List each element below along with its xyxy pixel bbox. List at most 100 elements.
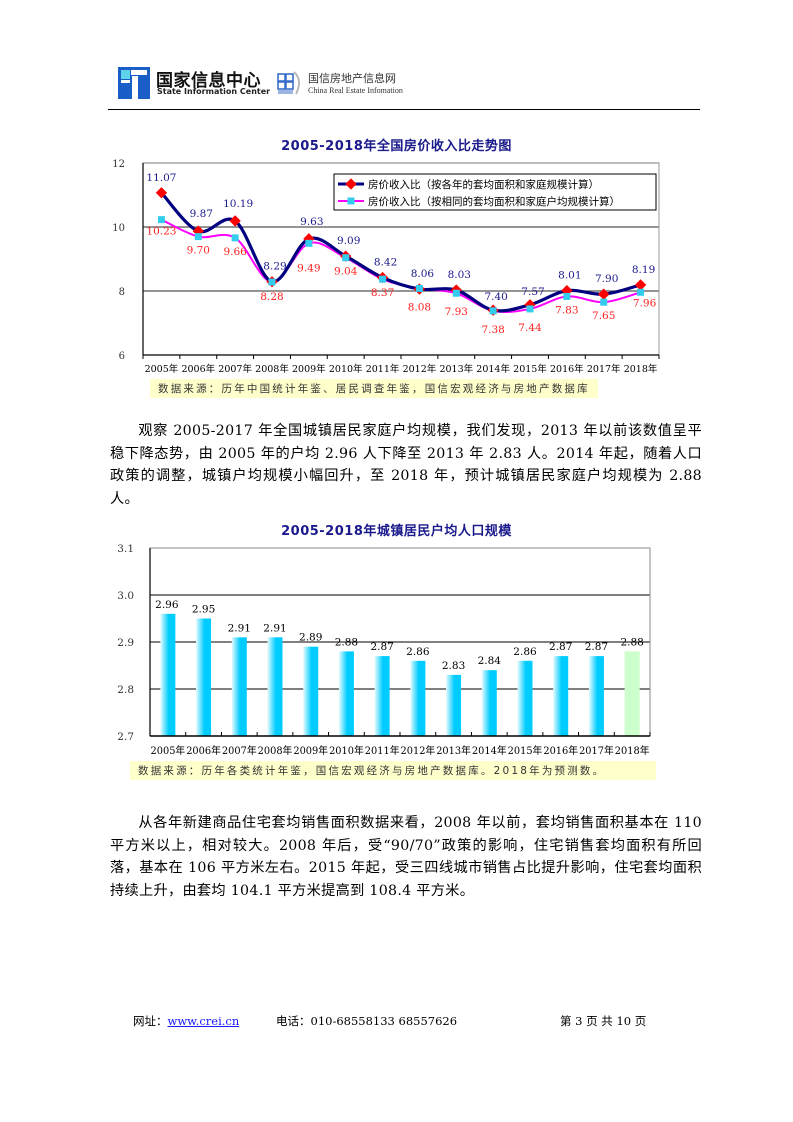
- svg-text:2.88: 2.88: [620, 636, 643, 648]
- svg-text:9.63: 9.63: [300, 216, 323, 228]
- svg-text:8.28: 8.28: [260, 291, 283, 303]
- svg-text:房价收入比（按各年的套均面积和家庭规模计算）: 房价收入比（按各年的套均面积和家庭规模计算）: [368, 178, 599, 191]
- svg-text:2016年: 2016年: [550, 363, 584, 375]
- footer-phone: 电话：010-68558133 68557626: [276, 1013, 457, 1029]
- svg-text:2.96: 2.96: [155, 599, 179, 611]
- svg-text:8.06: 8.06: [411, 268, 435, 280]
- svg-text:8.42: 8.42: [374, 257, 397, 269]
- header-divider: [108, 109, 700, 110]
- svg-text:2.89: 2.89: [299, 632, 322, 644]
- svg-text:2015年: 2015年: [508, 744, 543, 757]
- svg-text:2014年: 2014年: [476, 363, 510, 375]
- svg-text:9.70: 9.70: [187, 245, 210, 257]
- svg-text:2.91: 2.91: [263, 622, 286, 634]
- chart2-source: 数据来源：历年各类统计年鉴，国信宏观经济与房地产数据库。2018年为预测数。: [130, 761, 656, 780]
- svg-text:9.87: 9.87: [190, 208, 213, 220]
- svg-text:6: 6: [119, 351, 125, 362]
- svg-text:12: 12: [112, 159, 125, 170]
- svg-text:房价收入比（按相同的套均面积和家庭户均规模计算）: 房价收入比（按相同的套均面积和家庭户均规模计算）: [368, 195, 620, 208]
- svg-text:2.8: 2.8: [117, 684, 134, 696]
- svg-text:2018年: 2018年: [615, 744, 650, 757]
- svg-text:2011年: 2011年: [366, 363, 400, 375]
- crei-name-en: China Real Estate Infomation: [308, 86, 403, 95]
- svg-text:7.83: 7.83: [555, 304, 578, 316]
- svg-text:2011年: 2011年: [365, 744, 400, 757]
- svg-text:2.87: 2.87: [370, 641, 393, 653]
- svg-text:8.03: 8.03: [448, 269, 471, 281]
- svg-text:2013年: 2013年: [436, 744, 471, 757]
- price-income-ratio-line-chart: 6 8 10 12 2005年 2006年 2007年 2008年 2009年 2010年 2011…: [112, 159, 660, 375]
- svg-text:7.38: 7.38: [481, 324, 504, 336]
- svg-text:9.49: 9.49: [297, 262, 320, 274]
- svg-text:10.19: 10.19: [223, 198, 253, 210]
- svg-text:7.40: 7.40: [484, 291, 507, 303]
- svg-text:10: 10: [112, 223, 125, 234]
- svg-text:2.88: 2.88: [335, 636, 358, 648]
- svg-text:3.1: 3.1: [117, 543, 134, 555]
- chart2-title: 2005-2018年城镇居民户均人口规模: [281, 524, 512, 539]
- svg-text:7.65: 7.65: [592, 310, 615, 322]
- svg-text:2005年: 2005年: [145, 363, 179, 375]
- svg-text:7.44: 7.44: [518, 322, 542, 334]
- svg-text:2012年: 2012年: [401, 744, 436, 757]
- svg-text:2.87: 2.87: [549, 641, 572, 653]
- svg-text:2008年: 2008年: [258, 744, 293, 757]
- svg-text:8.08: 8.08: [408, 301, 431, 313]
- svg-text:2016年: 2016年: [543, 744, 578, 757]
- svg-text:2010年: 2010年: [329, 363, 363, 375]
- svg-text:2009年: 2009年: [292, 363, 326, 375]
- svg-text:2015年: 2015年: [513, 363, 547, 375]
- svg-text:2.86: 2.86: [513, 646, 537, 658]
- svg-text:2017年: 2017年: [579, 744, 614, 757]
- svg-text:8.19: 8.19: [632, 264, 655, 276]
- svg-text:2.83: 2.83: [442, 660, 465, 672]
- svg-text:2006年: 2006年: [181, 363, 215, 375]
- footer-website: 网址：www.crei.cn: [133, 1013, 239, 1029]
- state-information-center-logo-icon: [118, 67, 150, 99]
- household-size-bar-chart: 2.7 2.8 2.9 3.0 3.1 2.96 2.95 2.91 2.91 2.89 2.88 2…: [117, 543, 651, 757]
- svg-text:2006年: 2006年: [186, 744, 221, 757]
- svg-text:2.86: 2.86: [406, 646, 430, 658]
- svg-text:2013年: 2013年: [439, 363, 473, 375]
- phone-label: 电话：: [276, 1014, 311, 1028]
- svg-text:2.95: 2.95: [192, 604, 215, 616]
- svg-text:2.91: 2.91: [228, 622, 251, 634]
- svg-text:2005年: 2005年: [151, 744, 186, 757]
- svg-text:7.96: 7.96: [633, 297, 657, 309]
- svg-text:2017年: 2017年: [587, 363, 621, 375]
- svg-text:9.66: 9.66: [223, 246, 247, 258]
- org-name-cn: 国家信息中心: [156, 71, 261, 91]
- website-label: 网址：: [133, 1014, 168, 1028]
- svg-text:7.57: 7.57: [521, 286, 544, 298]
- svg-text:2012年: 2012年: [403, 363, 437, 375]
- svg-text:2.9: 2.9: [117, 637, 134, 649]
- svg-text:8.01: 8.01: [558, 270, 581, 282]
- paragraph-household-size: 观察 2005-2017 年全国城镇居民家庭户均规模，我们发现，2013 年以前…: [110, 423, 702, 507]
- svg-text:7.90: 7.90: [595, 273, 618, 285]
- svg-text:11.07: 11.07: [146, 172, 176, 184]
- svg-text:2014年: 2014年: [472, 744, 507, 757]
- svg-text:2.87: 2.87: [585, 641, 608, 653]
- chart1-source: 数据来源：历年中国统计年鉴、居民调查年鉴，国信宏观经济与房地产数据库: [150, 379, 598, 398]
- paragraph-unit-area: 从各年新建商品住宅套均销售面积数据来看，2008 年以前，套均销售面积基本在 1…: [110, 815, 702, 899]
- svg-text:8.29: 8.29: [263, 261, 286, 273]
- svg-text:9.04: 9.04: [334, 266, 358, 278]
- svg-text:2010年: 2010年: [329, 744, 364, 757]
- crei-name-cn: 国信房地产信息网: [308, 72, 396, 85]
- svg-text:2018年: 2018年: [624, 363, 658, 375]
- crei-logo-icon: [277, 71, 300, 95]
- svg-text:2007年: 2007年: [222, 744, 257, 757]
- svg-text:8.37: 8.37: [371, 287, 394, 299]
- svg-text:10.23: 10.23: [146, 226, 176, 238]
- svg-text:2.84: 2.84: [478, 655, 502, 667]
- phone-number: 010-68558133 68557626: [310, 1014, 458, 1028]
- svg-text:8: 8: [119, 287, 125, 298]
- svg-text:2008年: 2008年: [255, 363, 289, 375]
- svg-text:3.0: 3.0: [117, 590, 134, 602]
- svg-text:2007年: 2007年: [218, 363, 252, 375]
- page-number: 第 3 页 共 10 页: [560, 1014, 647, 1028]
- website-link[interactable]: www.crei.cn: [167, 1014, 240, 1028]
- chart1-title: 2005-2018年全国房价收入比走势图: [281, 139, 512, 154]
- org-name-en: State Information Center: [157, 87, 271, 96]
- svg-text:7.93: 7.93: [445, 306, 468, 318]
